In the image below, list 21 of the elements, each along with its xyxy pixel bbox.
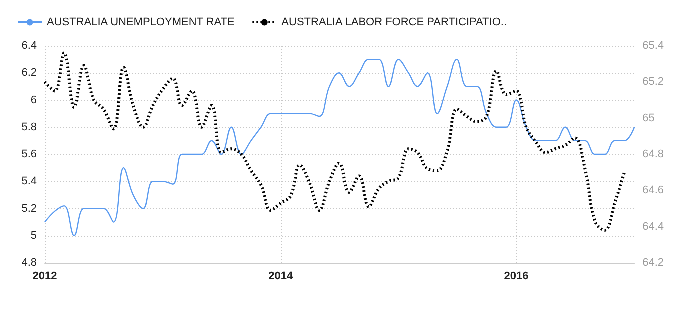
legend-label: AUSTRALIA UNEMPLOYMENT RATE: [47, 16, 235, 28]
y-tick-label: 5.8: [22, 121, 37, 134]
y2-tick-label: 64.8: [642, 148, 664, 160]
x-tick-label: 2014: [268, 270, 294, 282]
y-tick-label: 5.6: [22, 148, 37, 160]
y-tick-label: 5.2: [22, 202, 37, 215]
y-tick-label: 5.4: [22, 176, 37, 188]
y2-tick-label: 65.2: [642, 76, 664, 88]
y2-tick-label: 65.4: [642, 40, 664, 52]
y-tick-label: 5: [30, 230, 37, 242]
y-tick-label: 6.2: [22, 67, 37, 80]
y-tick-label: 4.8: [22, 257, 37, 269]
y2-tick-label: 64.2: [642, 257, 664, 269]
y2-tick-label: 64.4: [642, 220, 664, 233]
y2-tick-label: 64.6: [642, 184, 664, 197]
y-tick-label: 6.4: [22, 40, 37, 52]
y-tick-label: 6: [30, 94, 37, 106]
x-tick-label: 2016: [504, 270, 529, 282]
y2-tick-label: 65: [642, 112, 655, 124]
x-tick-label: 2012: [32, 270, 58, 282]
legend-label: AUSTRALIA LABOR FORCE PARTICIPATIO..: [282, 16, 508, 28]
